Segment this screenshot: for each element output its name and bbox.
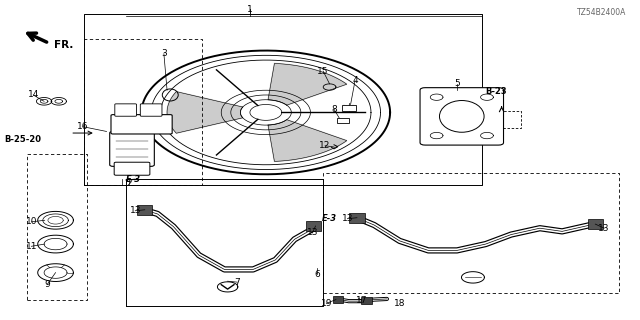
Text: TZ54B2400A: TZ54B2400A [577, 8, 626, 17]
Text: 13: 13 [598, 224, 610, 233]
Text: 15: 15 [317, 67, 329, 76]
Text: 11: 11 [26, 242, 37, 251]
Bar [337, 118, 349, 123]
Bar [588, 219, 603, 229]
Text: 10: 10 [26, 217, 37, 226]
Text: 3: 3 [161, 49, 167, 58]
Bar [349, 213, 365, 223]
Text: FR.: FR. [54, 40, 73, 50]
Bar [362, 297, 372, 304]
Text: 18: 18 [394, 299, 405, 308]
FancyBboxPatch shape [420, 88, 504, 145]
Polygon shape [268, 120, 347, 161]
Text: 5: 5 [454, 79, 460, 88]
Text: 2: 2 [126, 179, 132, 188]
Text: 8: 8 [331, 105, 337, 114]
Bar [333, 296, 343, 303]
Bar [306, 221, 321, 231]
Bar [137, 205, 152, 215]
Text: 4: 4 [352, 76, 358, 85]
Text: E-3: E-3 [125, 175, 141, 185]
Text: B-23: B-23 [486, 87, 508, 96]
Text: 14: 14 [28, 91, 39, 100]
FancyBboxPatch shape [115, 104, 136, 116]
Text: 16: 16 [77, 122, 89, 131]
FancyBboxPatch shape [114, 162, 150, 175]
Text: 7: 7 [234, 278, 240, 287]
Text: 6: 6 [315, 270, 321, 279]
Text: 1: 1 [247, 5, 253, 14]
FancyBboxPatch shape [109, 132, 154, 166]
Text: 19: 19 [321, 299, 332, 308]
Polygon shape [167, 92, 243, 133]
Polygon shape [268, 63, 347, 105]
Text: 12: 12 [319, 141, 331, 150]
Text: 17: 17 [356, 296, 367, 305]
Bar [342, 105, 356, 111]
Text: 13: 13 [307, 228, 318, 237]
Text: 13: 13 [342, 214, 353, 223]
Text: E-3: E-3 [322, 214, 337, 223]
Text: 9: 9 [44, 280, 50, 289]
Text: B-25-20: B-25-20 [4, 135, 42, 144]
FancyBboxPatch shape [140, 104, 162, 116]
FancyBboxPatch shape [111, 115, 172, 134]
Text: 13: 13 [129, 206, 141, 215]
